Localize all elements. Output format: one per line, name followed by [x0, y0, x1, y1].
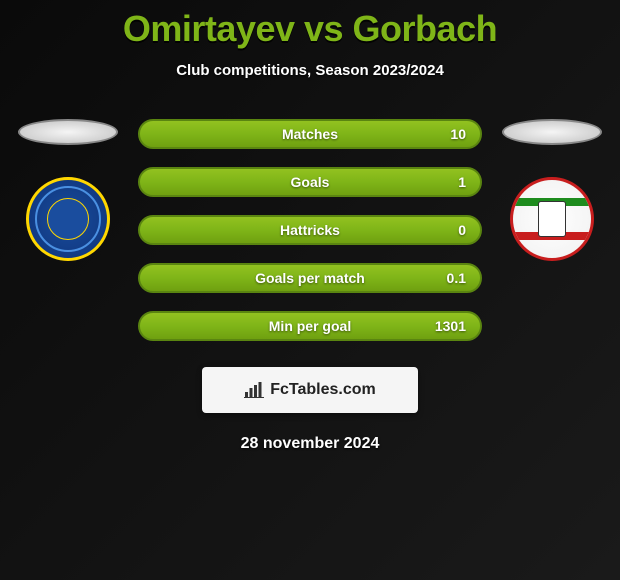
bate-borisov-badge [26, 177, 110, 261]
stat-label: Min per goal [269, 318, 351, 334]
player-right-placeholder [502, 119, 602, 145]
page-title: Omirtayev vs Gorbach [0, 8, 620, 50]
date-text: 28 november 2024 [0, 435, 620, 453]
stat-label: Hattricks [280, 222, 340, 238]
stat-value-right: 1301 [435, 318, 466, 334]
stat-row-hattricks: Hattricks 0 [138, 215, 482, 245]
bar-chart-icon [244, 382, 264, 398]
badge-right-inner [513, 180, 591, 258]
comparison-area: Matches 10 Goals 1 Hattricks 0 Goals per… [0, 119, 620, 341]
stat-label: Goals per match [255, 270, 365, 286]
stat-value-right: 0 [458, 222, 466, 238]
player-left-column [16, 119, 120, 261]
stats-column: Matches 10 Goals 1 Hattricks 0 Goals per… [138, 119, 482, 341]
main-container: Omirtayev vs Gorbach Club competitions, … [0, 0, 620, 453]
stat-row-goals-per-match: Goals per match 0.1 [138, 263, 482, 293]
stat-row-min-per-goal: Min per goal 1301 [138, 311, 482, 341]
attribution-text: FcTables.com [270, 381, 376, 399]
stat-label: Matches [282, 126, 338, 142]
attribution-badge[interactable]: FcTables.com [202, 367, 418, 413]
player-left-placeholder [18, 119, 118, 145]
badge-left-inner [47, 198, 89, 240]
stat-value-right: 10 [450, 126, 466, 142]
player-right-column [500, 119, 604, 261]
stat-label: Goals [291, 174, 330, 190]
smorgon-badge [510, 177, 594, 261]
season-subtitle: Club competitions, Season 2023/2024 [0, 62, 620, 79]
badge-shield [538, 201, 566, 237]
stat-row-matches: Matches 10 [138, 119, 482, 149]
stat-value-right: 0.1 [447, 270, 466, 286]
stat-row-goals: Goals 1 [138, 167, 482, 197]
stat-value-right: 1 [458, 174, 466, 190]
